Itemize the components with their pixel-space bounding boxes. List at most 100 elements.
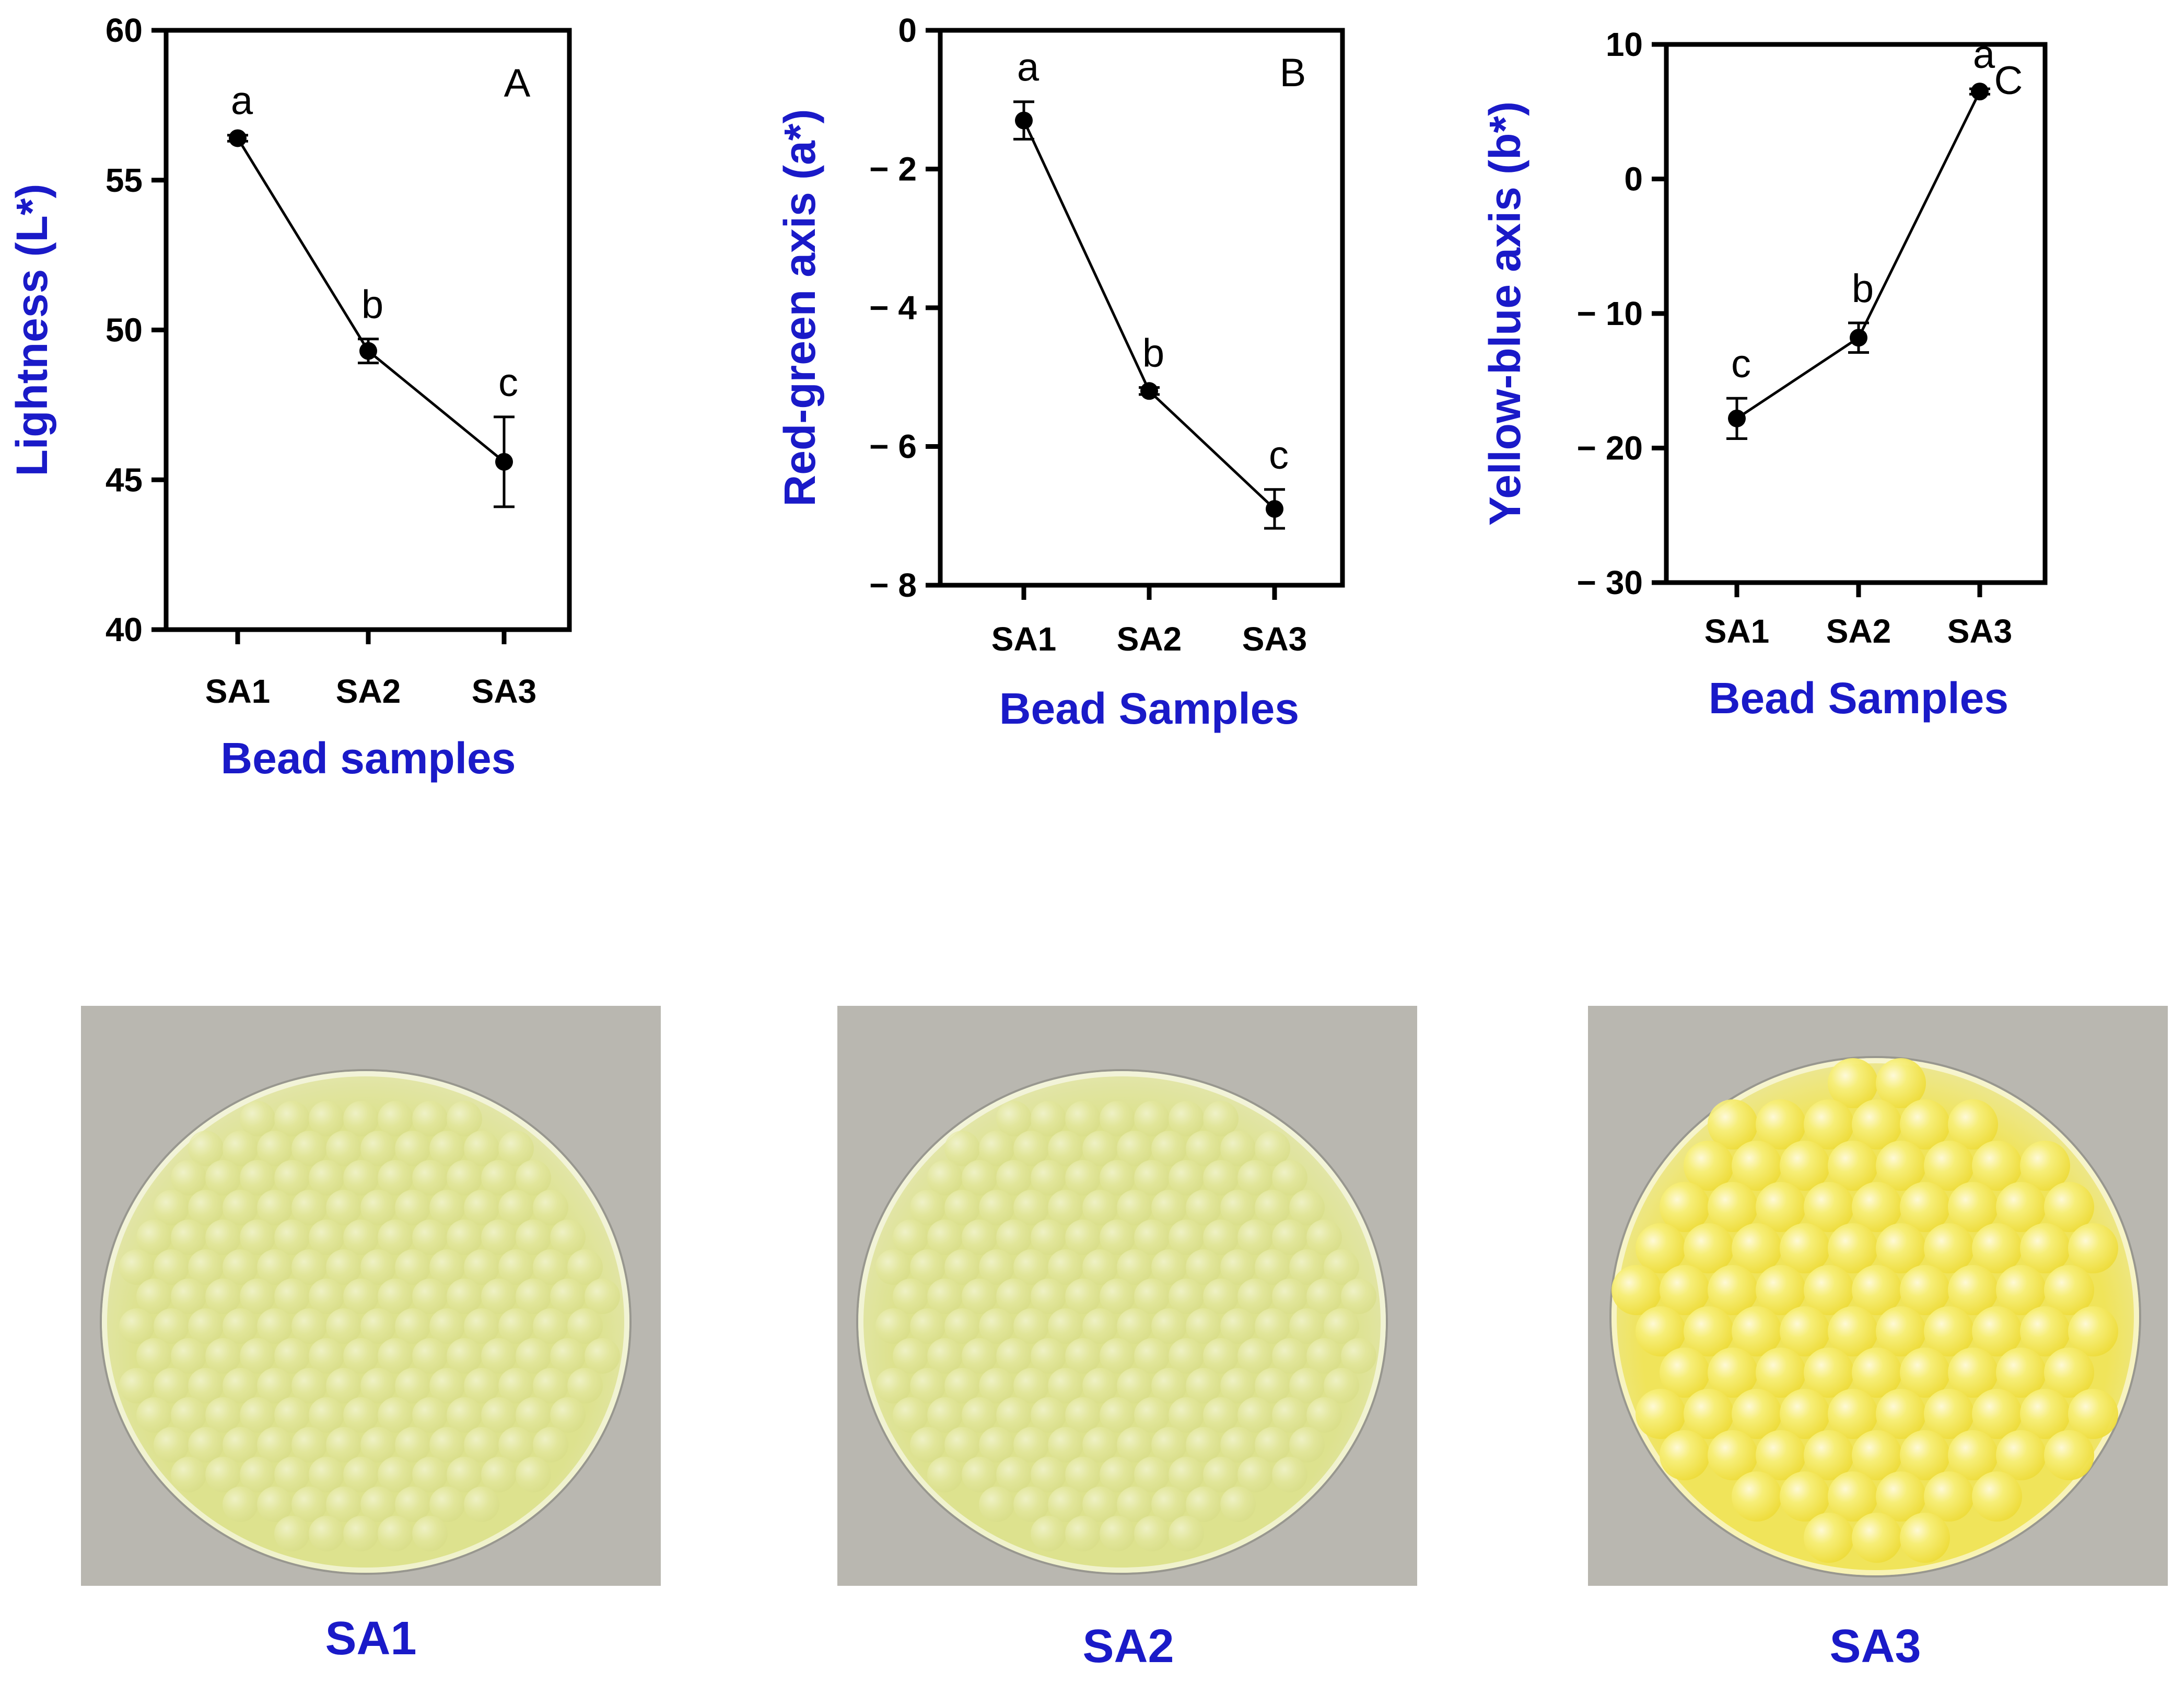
panel-tag: C (1994, 59, 2023, 103)
bead (274, 1338, 310, 1374)
bead (326, 1190, 361, 1226)
bead (171, 1397, 206, 1433)
bead (326, 1308, 361, 1344)
bead (1117, 1130, 1152, 1166)
bead (395, 1427, 430, 1463)
bead (240, 1397, 275, 1433)
bead (360, 1427, 396, 1463)
bead (498, 1367, 534, 1403)
bead (1186, 1190, 1221, 1226)
bead (962, 1397, 997, 1433)
bead (429, 1486, 465, 1522)
bead (240, 1219, 275, 1255)
bead (429, 1367, 465, 1403)
bead (1134, 1279, 1170, 1315)
bead (447, 1279, 482, 1315)
bead (291, 1130, 327, 1166)
bead (533, 1308, 568, 1344)
bead (205, 1338, 241, 1374)
y-tick-label: − 2 (869, 150, 917, 188)
photo-label-sa2: SA2 (1082, 1620, 1174, 1673)
bead (1100, 1338, 1135, 1374)
bead (326, 1486, 361, 1522)
bead (1972, 1306, 2022, 1356)
bead (1255, 1130, 1290, 1166)
bead (326, 1427, 361, 1463)
data-point (495, 452, 513, 471)
bead (119, 1249, 155, 1285)
bead (1900, 1513, 1950, 1563)
bead (1169, 1338, 1204, 1374)
bead (1237, 1456, 1273, 1492)
bead (1082, 1249, 1118, 1285)
bead (1636, 1306, 1686, 1356)
bead (1186, 1308, 1221, 1344)
bead (1065, 1397, 1101, 1433)
bead (309, 1219, 344, 1255)
y-tick-label: 45 (106, 461, 143, 498)
bead (447, 1219, 482, 1255)
bead (1134, 1456, 1170, 1492)
photo-sa1 (81, 1006, 661, 1586)
bead (962, 1219, 997, 1255)
y-axis-title: Lightness (L*) (7, 184, 56, 477)
bead (1924, 1223, 1974, 1274)
bead (1611, 1264, 1662, 1315)
bead (498, 1190, 534, 1226)
bead (343, 1338, 379, 1374)
bead (257, 1427, 293, 1463)
bead (291, 1308, 327, 1344)
y-tick-label: 0 (1624, 160, 1643, 198)
bead (291, 1486, 327, 1522)
bead (1684, 1223, 1734, 1274)
bead (154, 1249, 189, 1285)
bead (1100, 1279, 1135, 1315)
bead (257, 1367, 293, 1403)
bead (944, 1367, 980, 1403)
y-tick-label: 50 (106, 311, 143, 349)
bead (171, 1160, 206, 1196)
bead (1013, 1249, 1049, 1285)
bead (996, 1456, 1032, 1492)
bead (1876, 1306, 1926, 1356)
bead (1048, 1130, 1083, 1166)
bead (240, 1100, 275, 1136)
bead (136, 1397, 172, 1433)
bead (1065, 1456, 1101, 1492)
bead (1186, 1486, 1221, 1522)
bead (360, 1249, 396, 1285)
bead (498, 1249, 534, 1285)
bead (223, 1190, 258, 1226)
bead (893, 1279, 928, 1315)
bead (1117, 1486, 1152, 1522)
bead (378, 1456, 413, 1492)
bead (1237, 1279, 1273, 1315)
bead (2068, 1388, 2118, 1439)
bead (979, 1130, 1014, 1166)
bead (498, 1427, 534, 1463)
bead (1048, 1367, 1083, 1403)
bead (205, 1219, 241, 1255)
bead (979, 1367, 1014, 1403)
bead (1289, 1249, 1325, 1285)
series-line (1022, 120, 1276, 510)
petri-dish (1611, 1058, 2139, 1575)
bead (136, 1338, 172, 1374)
bead (395, 1367, 430, 1403)
x-tick-label: SA2 (336, 672, 401, 710)
bead (171, 1219, 206, 1255)
bead (979, 1427, 1014, 1463)
bead (1048, 1486, 1083, 1522)
bead (550, 1338, 586, 1374)
bead (1237, 1397, 1273, 1433)
bead (1117, 1367, 1152, 1403)
photo-sa2 (837, 1006, 1417, 1586)
bead (447, 1397, 482, 1433)
bead (326, 1130, 361, 1166)
bead (464, 1486, 499, 1522)
bead (464, 1367, 499, 1403)
bead (1013, 1308, 1049, 1344)
bead (1048, 1427, 1083, 1463)
bead (1031, 1338, 1066, 1374)
bead (1203, 1338, 1239, 1374)
